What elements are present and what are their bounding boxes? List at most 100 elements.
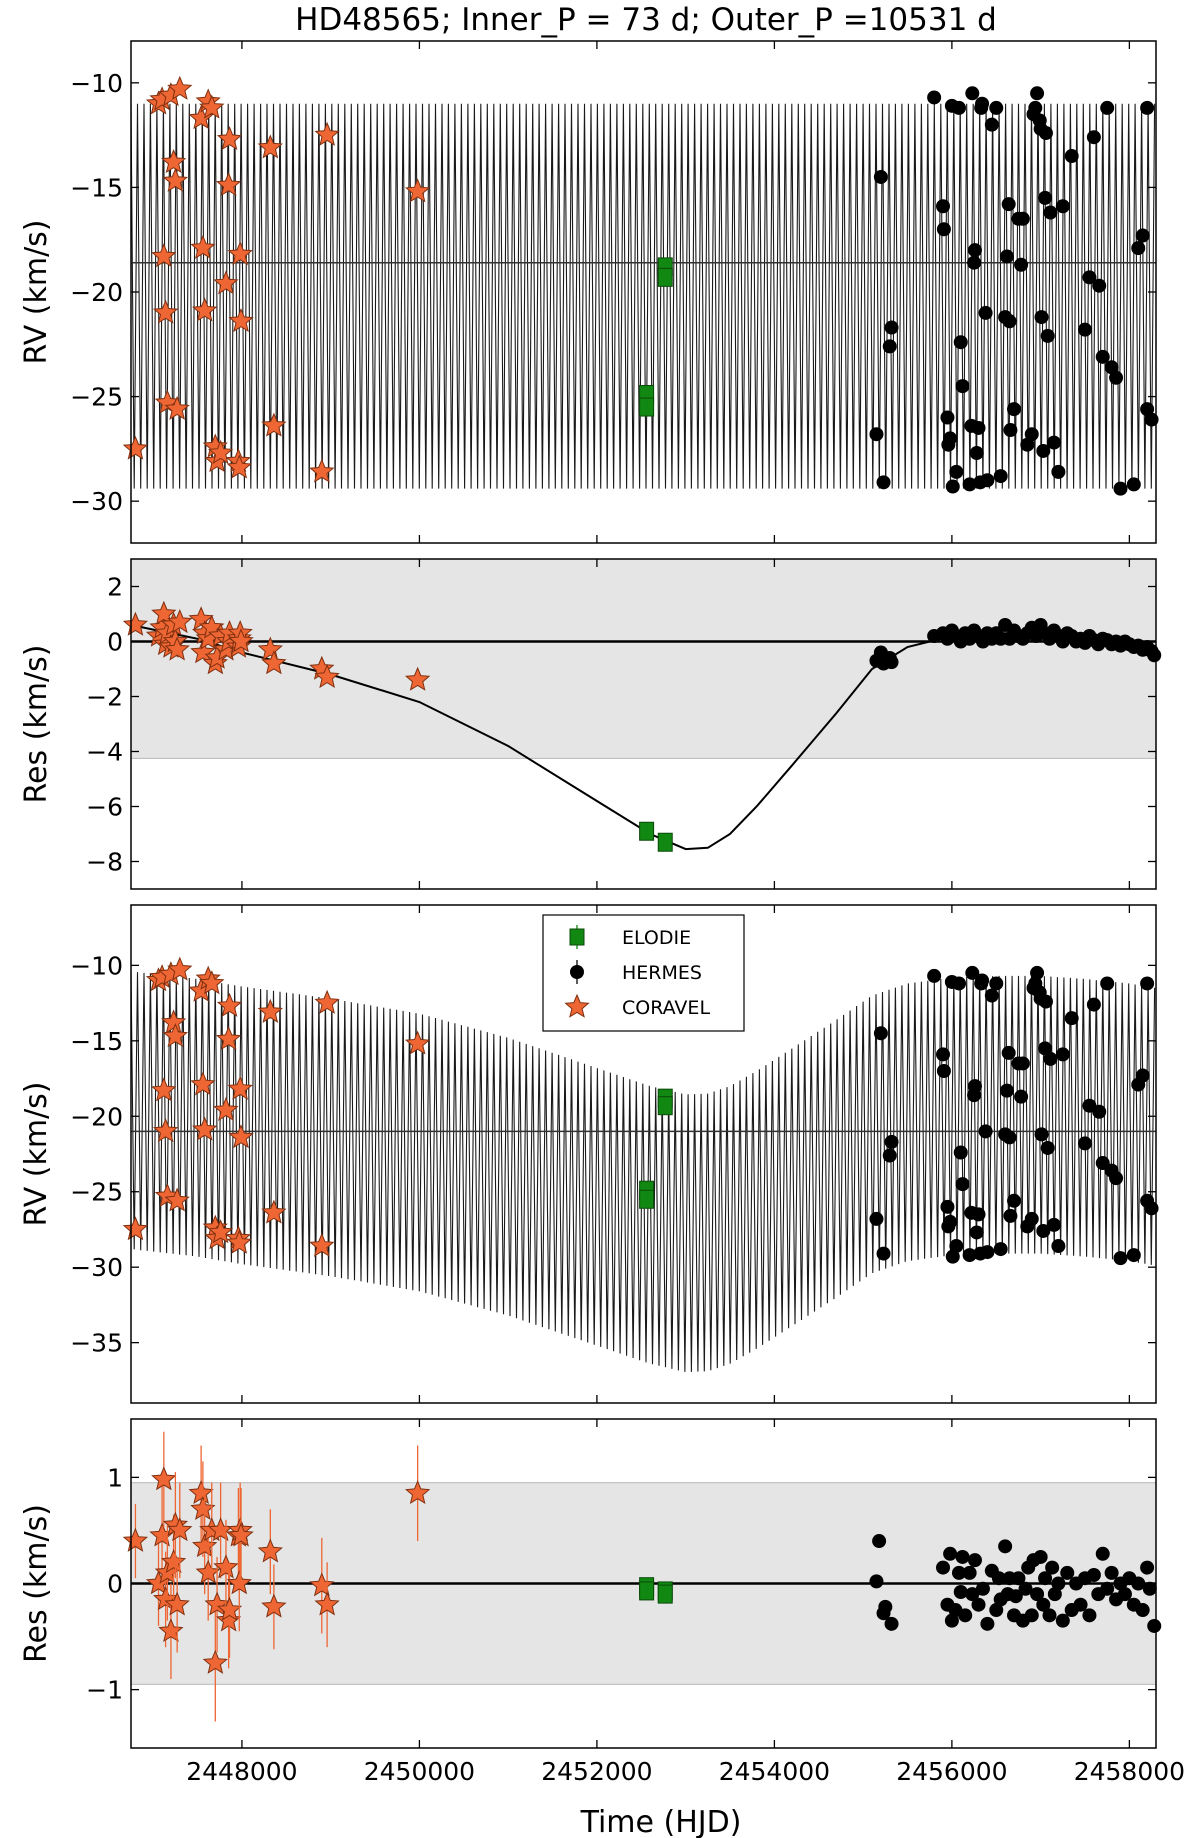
hermes-point [940, 410, 955, 425]
y-tick-label: −6 [86, 793, 123, 822]
x-tick-label: 2450000 [364, 1757, 475, 1786]
hermes-point [1001, 1045, 1016, 1060]
hermes-point [975, 1581, 990, 1596]
hermes-point [1034, 1127, 1049, 1142]
legend-marker-coravel [564, 993, 590, 1018]
y-tick-label: 0 [107, 1570, 123, 1599]
legend-marker-elodie [569, 928, 585, 946]
y-tick-label: 1 [107, 1463, 123, 1492]
hermes-point [1047, 1587, 1062, 1602]
y-tick-label: 0 [107, 628, 123, 657]
model-curve [130, 971, 1156, 1372]
hermes-point [1140, 100, 1155, 115]
hermes-point [993, 1242, 1008, 1257]
legend-label-coravel: CORAVEL [622, 997, 710, 1019]
elodie-point [657, 832, 673, 852]
y-tick-label: −10 [70, 69, 123, 98]
panel-res-full: −1 0 1 2448000 2450000 2452000 2454000 2456000 2… [19, 1418, 1185, 1786]
hermes-point [1113, 1251, 1128, 1266]
coravel-point [122, 1216, 149, 1241]
coravel-point [191, 297, 218, 322]
axes-frame [130, 558, 1157, 890]
hermes-point [940, 1199, 955, 1214]
hermes-point [1060, 1565, 1075, 1580]
hermes-point [1038, 1041, 1053, 1056]
coravel-point [190, 234, 216, 259]
hermes-point [1033, 1549, 1048, 1564]
hermes-point [1135, 1603, 1150, 1618]
hermes-point [1003, 423, 1018, 438]
hermes-point [1140, 402, 1155, 417]
coravel-point [162, 167, 189, 192]
coravel-point [151, 1077, 177, 1102]
hermes-point [1104, 360, 1119, 375]
hermes-point [951, 976, 966, 991]
coravel-point [215, 1607, 242, 1632]
hermes-point [991, 1571, 1006, 1586]
hermes-point [1030, 965, 1045, 980]
hermes-point [1095, 349, 1110, 364]
hermes-point [993, 469, 1008, 484]
coravel-point [213, 270, 239, 295]
coravel-point [164, 1591, 190, 1616]
x-tick-label: 2448000 [186, 1757, 297, 1786]
coravel-point [190, 1071, 216, 1096]
coravel-point [151, 1466, 177, 1491]
hermes-point [951, 1565, 966, 1580]
hermes-point [1046, 435, 1061, 450]
x-tick-label: 2454000 [719, 1757, 830, 1786]
hermes-point [1015, 1056, 1030, 1071]
hermes-point [965, 965, 980, 980]
hermes-point [1036, 443, 1051, 458]
legend-label-hermes: HERMES [622, 962, 702, 984]
elodie-point [639, 1581, 655, 1601]
coravel-point [164, 636, 190, 661]
y-axis-label: Res (km/s) [19, 1504, 54, 1663]
coravel-point [228, 628, 254, 653]
hermes-point [980, 473, 995, 488]
elodie-point [657, 1584, 673, 1604]
coravel-point [261, 1199, 287, 1224]
coravel-point [261, 650, 287, 675]
hermes-point [1082, 1608, 1097, 1623]
hermes-point [980, 1616, 995, 1631]
hermes-point [1144, 412, 1159, 427]
elodie-point [639, 397, 655, 417]
x-tick-label: 2452000 [541, 1757, 652, 1786]
coravel-point [257, 998, 283, 1023]
coravel-point [314, 663, 340, 689]
coravel-point [167, 609, 193, 634]
hermes-point [1030, 1587, 1045, 1602]
hermes-point [1007, 402, 1022, 417]
hermes-point [1011, 1571, 1026, 1586]
hermes-point [953, 335, 968, 350]
hermes-point [1144, 1201, 1159, 1216]
elodie-point [639, 1189, 655, 1209]
y-tick-label: −30 [70, 1253, 123, 1282]
hermes-point [1117, 1587, 1132, 1602]
hermes-point [869, 427, 884, 442]
coravel-point [309, 458, 335, 483]
hermes-point [953, 1584, 968, 1599]
coravel-point [314, 989, 340, 1014]
hermes-point [1038, 190, 1053, 205]
hermes-point [1020, 437, 1035, 452]
hermes-point [1055, 199, 1070, 214]
hermes-point [1038, 994, 1053, 1009]
hermes-point [969, 446, 984, 461]
hermes-point [869, 1211, 884, 1226]
hermes-point [1051, 464, 1066, 479]
coravel-point [216, 992, 243, 1017]
y-tick-label: −4 [86, 738, 123, 767]
coravel-point [404, 666, 431, 691]
y-tick-label: −2 [86, 683, 123, 712]
y-tick-label: −1 [86, 1676, 123, 1705]
hermes-point [978, 305, 993, 320]
hermes-point [1043, 205, 1058, 220]
hermes-point [884, 655, 899, 670]
hermes-point [1104, 1565, 1119, 1580]
hermes-point [1042, 1608, 1057, 1623]
hermes-point [1131, 241, 1146, 256]
